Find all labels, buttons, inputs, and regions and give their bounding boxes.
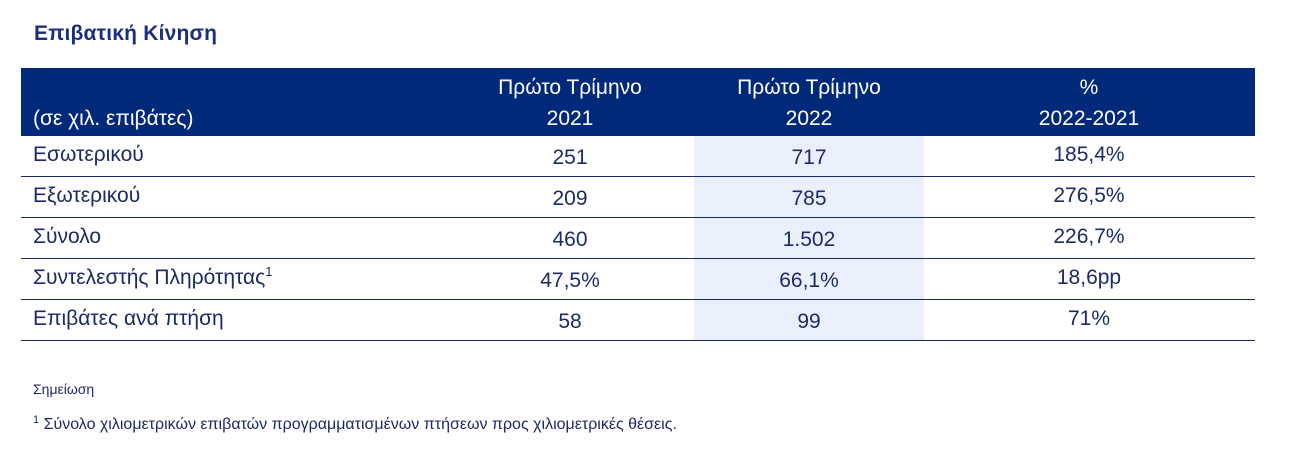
table-row: Συντελεστής Πληρότητας1 47,5% 66,1% 18,6…	[21, 259, 1255, 300]
row-label: Σύνολο	[33, 225, 102, 248]
cell-change: 226,7%	[1053, 225, 1125, 248]
cell-change: 18,6pp	[1056, 266, 1122, 289]
note-heading: Σημείωση	[33, 381, 95, 397]
header-change-line2: 2022-2021	[1038, 107, 1140, 130]
header-unit-label: (σε χιλ. επιβάτες)	[33, 107, 194, 130]
cell-2021: 209	[552, 187, 588, 210]
cell-2022: 785	[791, 187, 827, 210]
passenger-traffic-table: (σε χιλ. επιβάτες) Πρώτο Τρίμηνο 2021 Πρ…	[21, 68, 1255, 341]
row-label: Εξωτερικού	[33, 184, 141, 207]
cell-change: 71%	[1067, 307, 1111, 330]
cell-2022: 717	[791, 146, 827, 169]
header-q1-2021-line1: Πρώτο Τρίμηνο	[498, 76, 642, 99]
header-q1-2022-line1: Πρώτο Τρίμηνο	[737, 76, 881, 99]
header-q1-2021: Πρώτο Τρίμηνο 2021	[465, 68, 675, 136]
cell-2022: 1.502	[782, 228, 836, 251]
footnote-text: Σύνολο χιλιομετρικών επιβατών προγραμματ…	[39, 416, 677, 433]
page-title: Επιβατική Κίνηση	[34, 22, 218, 45]
table-row: Εσωτερικού 251 717 185,4%	[21, 136, 1255, 177]
highlight-cell	[694, 136, 924, 176]
cell-2021: 58	[558, 310, 582, 333]
cell-2021: 47,5%	[540, 269, 600, 292]
cell-change: 276,5%	[1053, 184, 1125, 207]
highlight-cell	[694, 259, 924, 299]
highlight-cell	[694, 300, 924, 340]
footnote: 1 Σύνολο χιλιομετρικών επιβατών προγραμμ…	[33, 414, 677, 434]
table-header: (σε χιλ. επιβάτες) Πρώτο Τρίμηνο 2021 Πρ…	[21, 68, 1255, 136]
cell-2021: 251	[552, 146, 588, 169]
table-row: Επιβάτες ανά πτήση 58 99 71%	[21, 300, 1255, 341]
cell-2021: 460	[552, 228, 588, 251]
footnote-marker: 1	[265, 264, 273, 279]
footnote-number: 1	[33, 414, 40, 426]
highlight-cell	[694, 218, 924, 258]
highlight-cell	[694, 177, 924, 217]
row-label: Εσωτερικού	[33, 143, 144, 166]
header-change-line1: %	[1079, 76, 1099, 99]
table-row: Σύνολο 460 1.502 226,7%	[21, 218, 1255, 259]
header-change: % 2022-2021	[923, 68, 1255, 136]
header-q1-2021-line2: 2021	[546, 107, 594, 130]
cell-2022: 99	[797, 310, 821, 333]
row-label: Επιβάτες ανά πτήση	[33, 307, 224, 330]
header-q1-2022: Πρώτο Τρίμηνο 2022	[694, 68, 924, 136]
cell-change: 185,4%	[1053, 143, 1125, 166]
header-q1-2022-line2: 2022	[785, 107, 833, 130]
cell-2022: 66,1%	[779, 269, 839, 292]
row-label: Συντελεστής Πληρότητας1	[33, 264, 273, 289]
table-row: Εξωτερικού 209 785 276,5%	[21, 177, 1255, 218]
